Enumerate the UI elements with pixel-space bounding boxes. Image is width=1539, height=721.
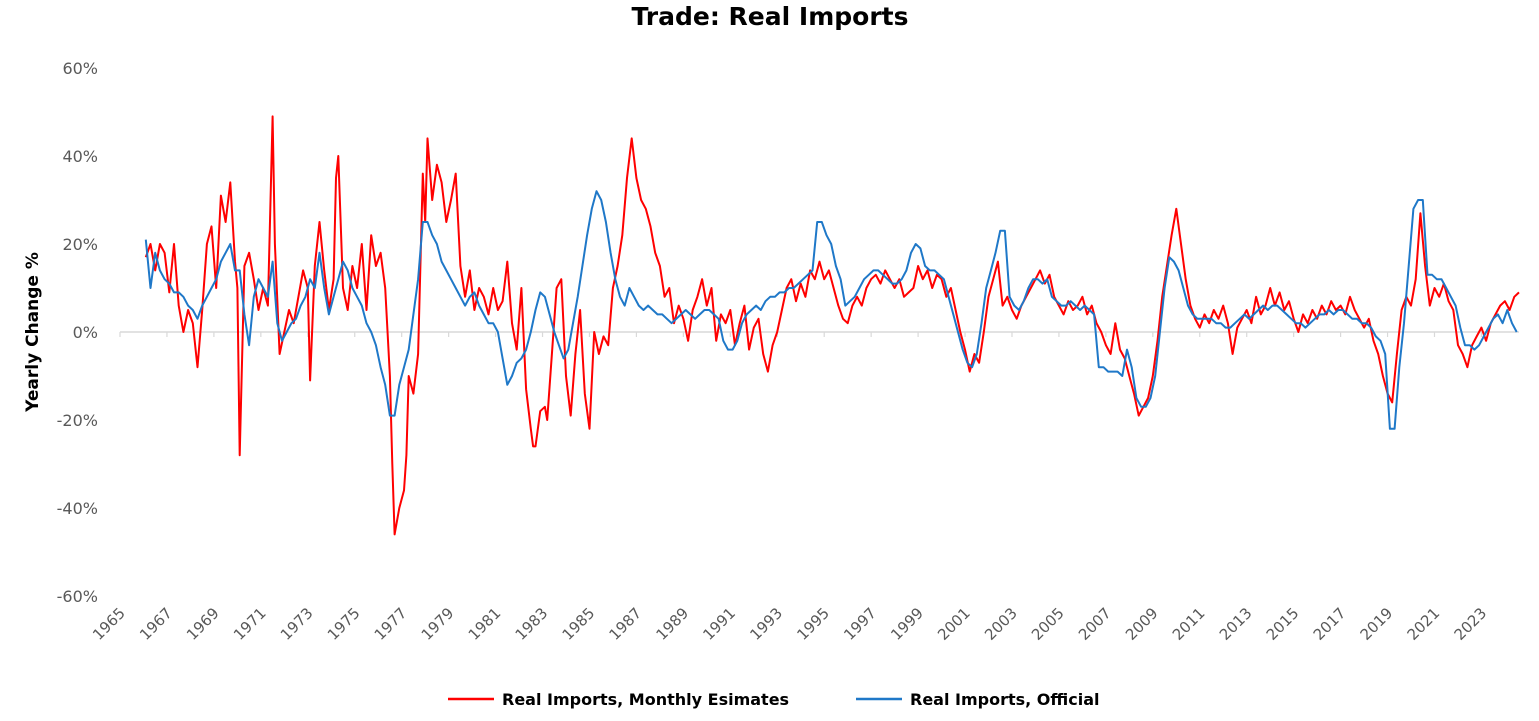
x-tick-label: 2003 [981, 604, 1021, 644]
x-tick-label: 1979 [418, 604, 458, 644]
x-tick-label: 2005 [1028, 604, 1068, 644]
x-tick-label: 1995 [793, 604, 833, 644]
y-tick-label: -60% [57, 587, 98, 606]
x-tick-label: 2023 [1451, 604, 1491, 644]
x-tick-label: 1967 [136, 604, 176, 644]
y-tick-label: -40% [57, 499, 98, 518]
legend-label-official: Real Imports, Official [910, 690, 1100, 709]
x-tick-label: 1999 [887, 604, 927, 644]
x-tick-label: 1983 [512, 604, 552, 644]
x-tick-label: 1971 [230, 604, 270, 644]
x-tick-label: 2009 [1122, 604, 1162, 644]
legend-label-monthly: Real Imports, Monthly Esimates [502, 690, 789, 709]
x-axis-ticks: 1965 1967 1969 1971 1973 1975 1977 1979 1981 1983… [89, 332, 1490, 644]
series-line-monthly-estimates [144, 115, 1520, 536]
x-tick-label: 2001 [934, 604, 974, 644]
x-tick-label: 2019 [1357, 604, 1397, 644]
x-tick-label: 2007 [1075, 604, 1115, 644]
x-tick-label: 1997 [840, 604, 880, 644]
chart-title: Trade: Real Imports [632, 2, 909, 31]
y-tick-label: 40% [62, 147, 98, 166]
x-tick-label: 1973 [277, 604, 317, 644]
x-tick-label: 1977 [371, 604, 411, 644]
x-tick-label: 1975 [324, 604, 364, 644]
y-tick-label: -20% [57, 411, 98, 430]
x-tick-label: 2011 [1169, 604, 1209, 644]
y-tick-label: 0% [73, 323, 98, 342]
x-tick-label: 2015 [1263, 604, 1303, 644]
y-tick-label: 20% [62, 235, 98, 254]
x-tick-label: 2013 [1216, 604, 1256, 644]
x-tick-label: 1969 [183, 604, 223, 644]
legend: Real Imports, Monthly Esimates Real Impo… [448, 690, 1100, 709]
x-tick-label: 1993 [746, 604, 786, 644]
x-tick-label: 1965 [89, 604, 129, 644]
x-tick-label: 1991 [699, 604, 739, 644]
x-tick-label: 1989 [652, 604, 692, 644]
y-tick-label: 60% [62, 59, 98, 78]
x-tick-label: 1981 [465, 604, 505, 644]
series-line-official [144, 190, 1518, 430]
x-tick-label: 2021 [1404, 604, 1444, 644]
y-axis-ticks: 60% 40% 20% 0% -20% -40% -60% [57, 59, 98, 606]
x-tick-label: 2017 [1310, 604, 1350, 644]
x-tick-label: 1985 [559, 604, 599, 644]
x-tick-label: 1987 [606, 604, 646, 644]
series-layer [144, 115, 1520, 536]
y-axis-label: Yearly Change % [23, 252, 43, 413]
